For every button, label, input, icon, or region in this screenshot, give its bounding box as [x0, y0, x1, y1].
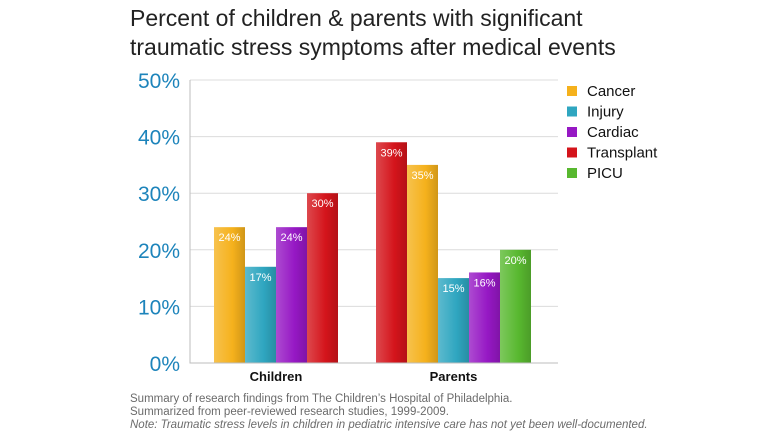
bar-value-label: 24% — [280, 232, 302, 244]
bar-value-label: 24% — [218, 232, 240, 244]
bar-parents-picu — [500, 249, 531, 363]
bar-parents-transplant — [376, 142, 407, 363]
chart-title-line-2: traumatic stress symptoms after medical … — [130, 34, 616, 60]
bar-children-transplant — [307, 193, 338, 363]
bar-value-label: 15% — [442, 283, 464, 295]
x-category-label: Parents — [430, 369, 478, 384]
bar-parents-injury — [438, 278, 469, 363]
bar-children-cardiac — [276, 227, 307, 363]
legend-swatch-transplant — [567, 147, 577, 158]
legend-swatch-injury — [567, 106, 577, 117]
y-tick-label: 30% — [138, 183, 180, 206]
source-note-1: Summary of research findings from The Ch… — [130, 393, 513, 405]
bar-value-label: 35% — [411, 170, 433, 182]
bar-value-label: 17% — [249, 272, 271, 284]
legend-swatch-cardiac — [567, 127, 577, 137]
y-tick-label: 50% — [138, 70, 180, 93]
source-note-2: Summarized from peer-reviewed research s… — [130, 406, 449, 418]
y-tick-label: 40% — [138, 127, 180, 150]
legend-label-transplant: Transplant — [587, 145, 658, 162]
bar-parents-cancer — [407, 164, 438, 363]
legend-label-picu: PICU — [587, 165, 623, 182]
x-category-label: Children — [250, 369, 303, 384]
bar-children-injury — [245, 266, 276, 363]
chart-title-line-1: Percent of children & parents with signi… — [130, 5, 583, 31]
legend-label-cancer: Cancer — [587, 83, 635, 100]
bar-value-label: 20% — [504, 255, 526, 267]
legend-label-injury: Injury — [587, 104, 624, 121]
chart-title: Percent of children & parents with signi… — [130, 4, 616, 62]
bar-value-label: 39% — [380, 147, 402, 159]
bar-parents-cardiac — [469, 272, 500, 363]
legend-swatch-cancer — [567, 86, 577, 96]
axis-line — [189, 80, 558, 364]
y-tick-label: 20% — [138, 240, 180, 263]
legend-swatch-picu — [567, 168, 577, 178]
bar-value-label: 30% — [311, 198, 333, 210]
y-tick-label: 0% — [150, 353, 180, 376]
bar-children-cancer — [214, 227, 245, 363]
y-tick-label: 10% — [138, 296, 180, 319]
source-note-3: Note: Traumatic stress levels in childre… — [130, 419, 648, 431]
source-notes: Summary of research findings from The Ch… — [130, 393, 648, 432]
bar-value-label: 16% — [473, 277, 495, 289]
legend-label-cardiac: Cardiac — [587, 124, 639, 141]
